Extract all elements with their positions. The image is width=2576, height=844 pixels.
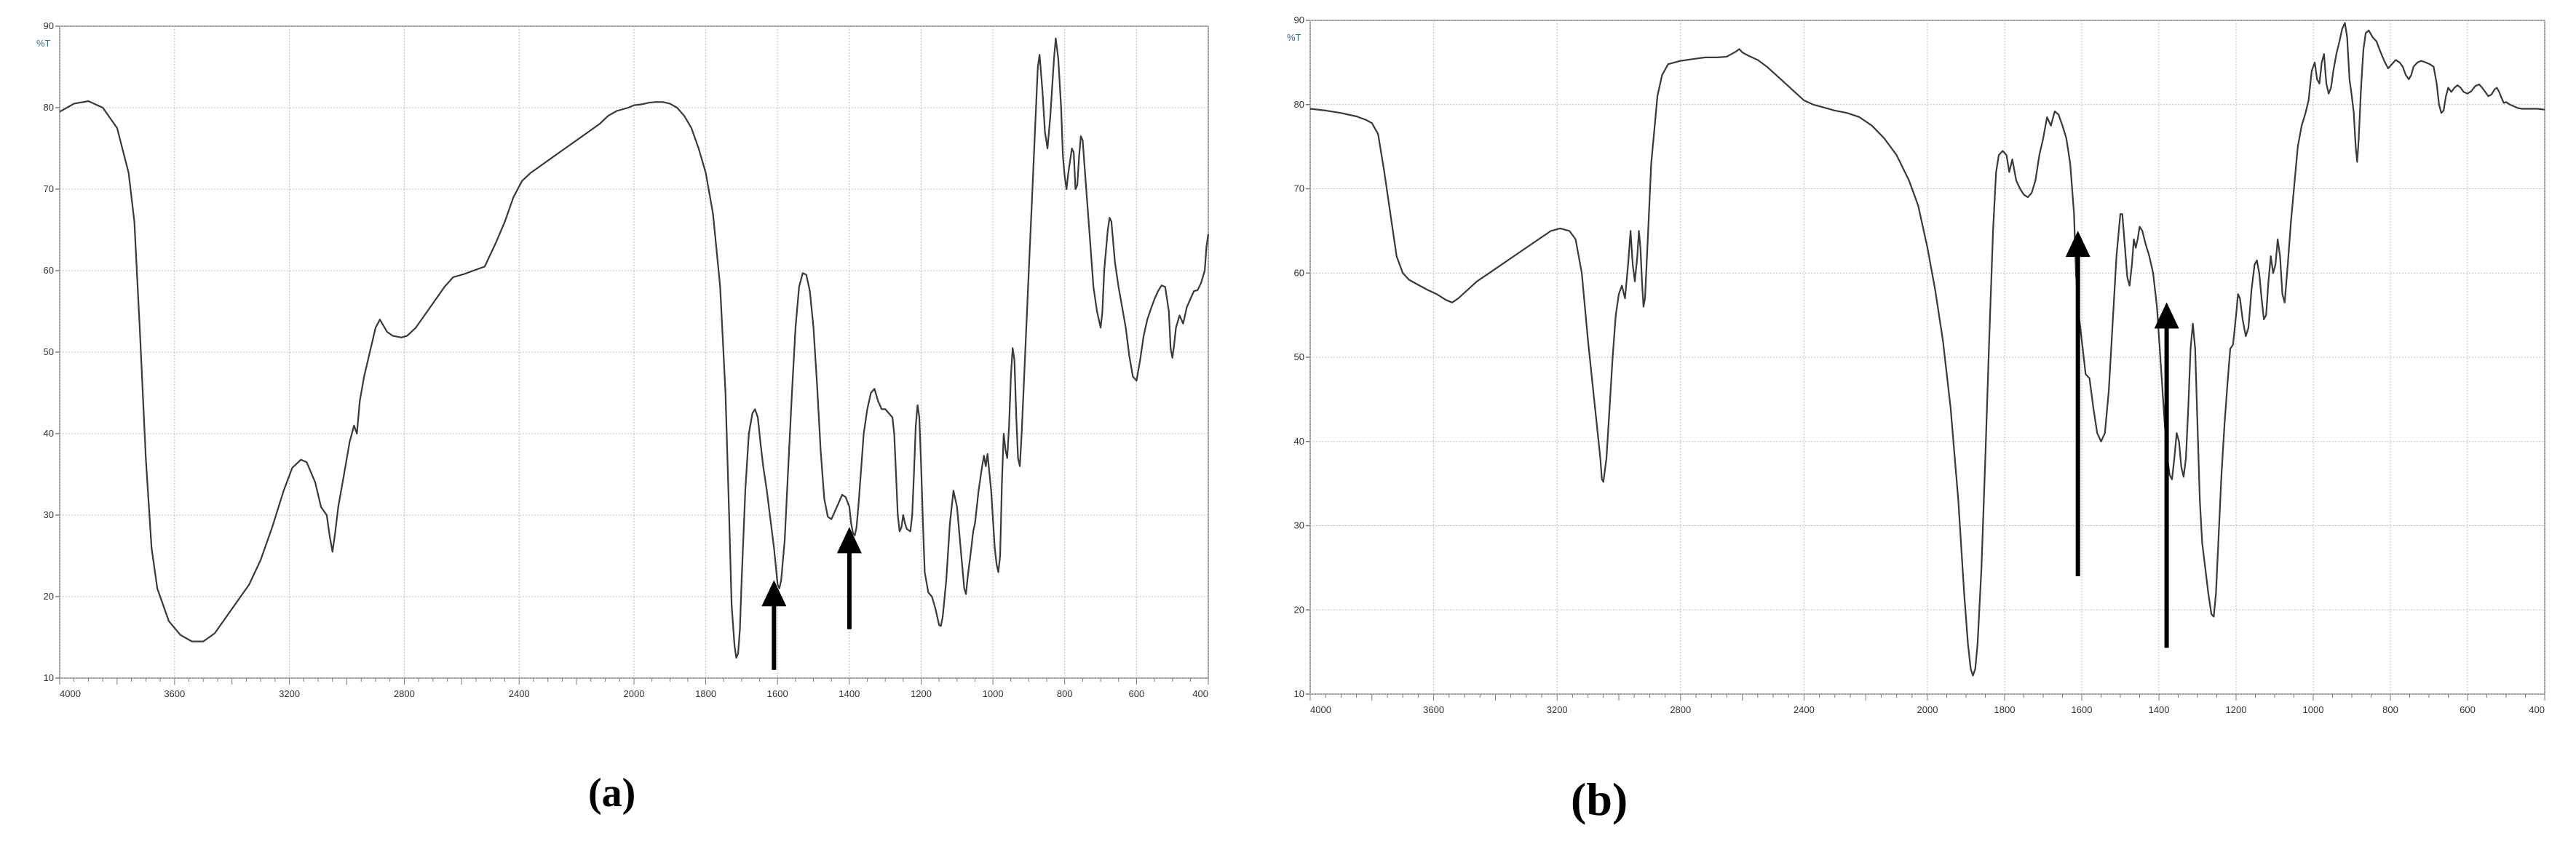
ir-spectrum-chart-b: 10 20 30 40 50 60 70 80 90 4000 3600 3200 2800 2400 20… (1287, 15, 2545, 715)
chart-a-x-tick-label: 2400 (509, 688, 530, 699)
chart-panel-a: 10 20 30 40 50 60 70 80 90 4000 3600 3200 2800 2400 20… (0, 0, 1223, 844)
chart-a-x-tick-label: 4000 (60, 688, 81, 699)
chart-a-y-tick-label: 80 (44, 102, 54, 113)
chart-a-x-tick-label: 400 (1192, 688, 1208, 699)
chart-b-x-tick-label: 1600 (2072, 704, 2093, 715)
figure-caption-b: (b) (1571, 773, 1628, 825)
chart-a-x-tick-label: 1400 (839, 688, 860, 699)
figure-caption-a: (a) (588, 771, 636, 816)
chart-b-y-tick-label: 70 (1294, 183, 1304, 194)
chart-b-x-tick-label: 1400 (2149, 704, 2170, 715)
chart-b-y-tick-label: 80 (1294, 99, 1304, 110)
chart-a-x-tick-label: 1600 (767, 688, 788, 699)
chart-a-arrow-head (761, 580, 787, 607)
chart-b-x-tick-label: 2400 (1794, 704, 1815, 715)
chart-b-x-tick-label: 2000 (1917, 704, 1938, 715)
chart-a-x-tick-label: 3600 (164, 688, 185, 699)
chart-a-arrow-annotation (761, 580, 787, 670)
chart-b-x-tick-label: 1800 (1994, 704, 2016, 715)
chart-b-y-unit-label: %T (1287, 32, 1301, 43)
chart-panel-b: 10 20 30 40 50 60 70 80 90 4000 3600 3200 2800 2400 20… (1267, 0, 2576, 844)
chart-a-spectrum-line (59, 37, 1210, 659)
chart-b-y-tick-label: 60 (1294, 267, 1304, 278)
chart-b-y-tick-label: 30 (1294, 520, 1304, 531)
chart-b-y-tick-label: 40 (1294, 436, 1304, 447)
chart-a-y-tick-label: 90 (44, 20, 54, 31)
chart-b-x-tick-label: 3200 (1547, 704, 1568, 715)
chart-b-arrow-head (2154, 302, 2179, 329)
chart-b-arrow-annotation (2154, 302, 2179, 648)
chart-a-x-tick-label: 3200 (279, 688, 300, 699)
chart-b-x-tick-label: 1000 (2303, 704, 2324, 715)
chart-a-arrow-head (836, 527, 862, 554)
chart-a-x-tick-label: 800 (1057, 688, 1073, 699)
chart-a-arrow-annotation (836, 527, 862, 629)
chart-a-x-tick-label: 1200 (911, 688, 932, 699)
chart-a-y-tick-label: 40 (44, 428, 54, 439)
chart-a-y-tick-label: 30 (44, 509, 54, 520)
chart-b-y-tick-label: 90 (1294, 15, 1304, 25)
chart-b-x-tick-label: 3600 (1423, 704, 1444, 715)
chart-a-y-tick-label: 50 (44, 346, 54, 357)
chart-a-y-tick-label: 10 (44, 672, 54, 683)
chart-a-y-tick-label: 70 (44, 183, 54, 194)
chart-a-x-tick-label: 1800 (695, 688, 716, 699)
ir-spectrum-chart-a: 10 20 30 40 50 60 70 80 90 4000 3600 3200 2800 2400 20… (36, 20, 1210, 699)
chart-a-y-unit-label: %T (36, 38, 51, 49)
chart-b-x-tick-label: 600 (2460, 704, 2476, 715)
chart-b-x-tick-label: 800 (2382, 704, 2398, 715)
chart-a-y-tick-label: 20 (44, 591, 54, 602)
chart-b-x-tick-label: 4000 (1310, 704, 1331, 715)
chart-b-arrow-annotation (2065, 231, 2090, 576)
chart-b-x-tick-label: 400 (2529, 704, 2545, 715)
chart-a-x-tick-label: 600 (1129, 688, 1145, 699)
chart-b-y-tick-label: 10 (1294, 688, 1304, 699)
chart-a-x-tick-label: 1000 (983, 688, 1004, 699)
chart-a-y-tick-label: 60 (44, 265, 54, 276)
chart-b-arrow-head (2065, 231, 2090, 258)
chart-b-y-tick-label: 50 (1294, 351, 1304, 362)
chart-b-x-tick-label: 2800 (1670, 704, 1691, 715)
chart-b-spectrum-line (1309, 22, 2545, 677)
chart-a-x-tick-label: 2800 (394, 688, 415, 699)
chart-b-x-tick-label: 1200 (2226, 704, 2247, 715)
chart-b-y-tick-label: 20 (1294, 604, 1304, 615)
chart-a-x-tick-label: 2000 (624, 688, 645, 699)
